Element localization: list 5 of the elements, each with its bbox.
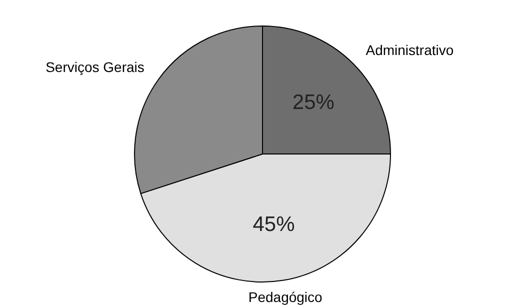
data-label: 45% <box>252 213 295 236</box>
data-label: 25% <box>292 91 334 114</box>
slice-label: Pedagógico <box>248 289 323 306</box>
slice-label: Administrativo <box>366 42 454 58</box>
slice-label: Serviços Gerais <box>46 59 144 76</box>
